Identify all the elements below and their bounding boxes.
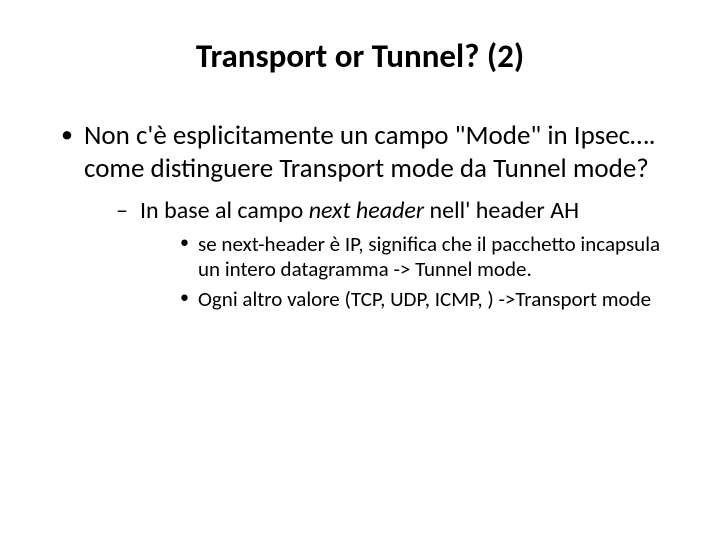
bullet-l2-text-italic: next header <box>309 196 424 225</box>
bullet-list-level2: In base al campo next header nell' heade… <box>84 196 682 313</box>
bullet-l3-text: se next-header è IP, significa che il pa… <box>198 231 660 283</box>
bullet-list-level3: se next-header è IP, significa che il pa… <box>140 232 682 313</box>
bullet-l3-item: se next-header è IP, significa che il pa… <box>180 232 682 283</box>
bullet-list-level1: Non c'è esplicitamente un campo "Mode" i… <box>38 120 682 313</box>
bullet-l2-text-pre: In base al campo <box>140 196 309 225</box>
bullet-l1-item: Non c'è esplicitamente un campo "Mode" i… <box>62 120 682 313</box>
bullet-l2-text-post: nell' header AH <box>424 196 579 225</box>
bullet-l3-text: Ogni altro valore (TCP, UDP, ICMP, ) ->T… <box>198 286 651 312</box>
slide-title: Transport or Tunnel? (2) <box>38 36 682 76</box>
bullet-l1-text: Non c'è esplicitamente un campo "Mode" i… <box>84 119 656 185</box>
bullet-l3-item: Ogni altro valore (TCP, UDP, ICMP, ) ->T… <box>180 287 682 313</box>
bullet-l2-item: In base al campo next header nell' heade… <box>118 196 682 313</box>
